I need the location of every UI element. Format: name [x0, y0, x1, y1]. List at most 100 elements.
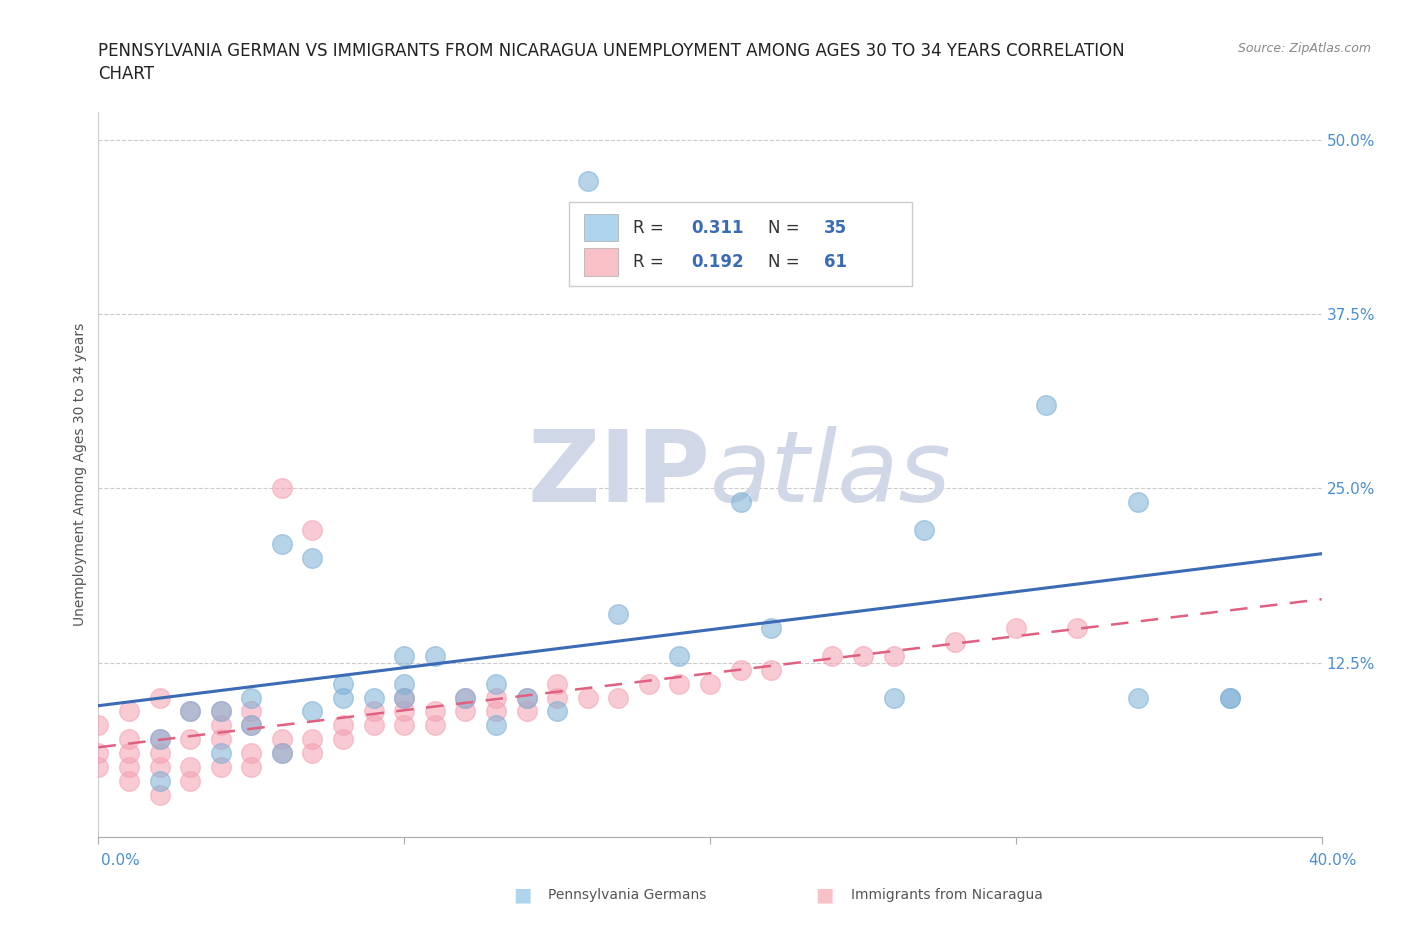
Point [240, 704, 263, 719]
Point [301, 732, 323, 747]
Point [209, 760, 232, 775]
Point [301, 523, 323, 538]
Point [485, 676, 508, 691]
Text: N =: N = [768, 253, 804, 271]
Point [883, 690, 905, 705]
Point [363, 690, 385, 705]
Point [209, 704, 232, 719]
Text: CHART: CHART [98, 65, 155, 83]
Point [149, 690, 172, 705]
Point [179, 774, 201, 789]
Point [87, 746, 110, 761]
Point [454, 690, 477, 705]
Text: 61: 61 [824, 253, 846, 271]
Text: PENNSYLVANIA GERMAN VS IMMIGRANTS FROM NICARAGUA UNEMPLOYMENT AMONG AGES 30 TO 3: PENNSYLVANIA GERMAN VS IMMIGRANTS FROM N… [98, 42, 1125, 60]
Point [883, 648, 905, 663]
Point [118, 774, 141, 789]
Point [637, 676, 661, 691]
Point [149, 732, 172, 747]
Point [149, 774, 172, 789]
Point [332, 676, 354, 691]
Point [179, 704, 201, 719]
Point [118, 732, 141, 747]
Point [270, 746, 292, 761]
FancyBboxPatch shape [569, 203, 912, 286]
Point [699, 676, 721, 691]
Point [392, 690, 416, 705]
Point [270, 746, 292, 761]
Text: N =: N = [768, 219, 804, 236]
Y-axis label: Unemployment Among Ages 30 to 34 years: Unemployment Among Ages 30 to 34 years [73, 323, 87, 626]
Point [546, 676, 568, 691]
Point [392, 676, 416, 691]
Point [392, 690, 416, 705]
Text: Source: ZipAtlas.com: Source: ZipAtlas.com [1237, 42, 1371, 55]
Point [301, 551, 323, 565]
Point [118, 760, 141, 775]
Point [759, 662, 782, 677]
Point [607, 606, 630, 621]
Point [454, 704, 477, 719]
Point [392, 648, 416, 663]
Text: Pennsylvania Germans: Pennsylvania Germans [548, 887, 707, 902]
Point [485, 704, 508, 719]
Point [209, 746, 232, 761]
Point [546, 690, 568, 705]
Point [912, 523, 935, 538]
Point [179, 732, 201, 747]
Point [516, 704, 538, 719]
Point [423, 704, 446, 719]
Text: 0.192: 0.192 [692, 253, 744, 271]
Text: ■: ■ [513, 885, 531, 904]
Point [485, 718, 508, 733]
Point [149, 760, 172, 775]
Point [240, 690, 263, 705]
Point [179, 760, 201, 775]
Point [730, 495, 752, 510]
Point [179, 704, 201, 719]
Point [301, 746, 323, 761]
Point [546, 704, 568, 719]
Text: 40.0%: 40.0% [1309, 853, 1357, 868]
Point [1219, 690, 1241, 705]
Point [516, 690, 538, 705]
Point [240, 718, 263, 733]
Point [209, 732, 232, 747]
Point [392, 704, 416, 719]
FancyBboxPatch shape [583, 248, 619, 275]
Point [1066, 620, 1088, 635]
Point [759, 620, 782, 635]
Point [821, 648, 844, 663]
Point [209, 704, 232, 719]
Text: atlas: atlas [710, 426, 952, 523]
Point [332, 690, 354, 705]
Point [1035, 397, 1057, 412]
Point [943, 634, 966, 649]
Point [149, 788, 172, 803]
Point [118, 704, 141, 719]
Point [1128, 690, 1150, 705]
Text: 0.311: 0.311 [692, 219, 744, 236]
Text: ■: ■ [815, 885, 834, 904]
Point [454, 690, 477, 705]
FancyBboxPatch shape [583, 214, 619, 242]
Point [576, 690, 599, 705]
Point [240, 760, 263, 775]
Point [576, 174, 599, 189]
Point [240, 746, 263, 761]
Point [301, 704, 323, 719]
Point [363, 704, 385, 719]
Point [118, 746, 141, 761]
Point [607, 690, 630, 705]
Point [516, 690, 538, 705]
Point [270, 732, 292, 747]
Point [423, 648, 446, 663]
Point [1219, 690, 1241, 705]
Text: ZIP: ZIP [527, 426, 710, 523]
Point [668, 676, 690, 691]
Text: Immigrants from Nicaragua: Immigrants from Nicaragua [851, 887, 1042, 902]
Text: 0.0%: 0.0% [101, 853, 141, 868]
Point [87, 760, 110, 775]
Point [485, 690, 508, 705]
Point [1004, 620, 1026, 635]
